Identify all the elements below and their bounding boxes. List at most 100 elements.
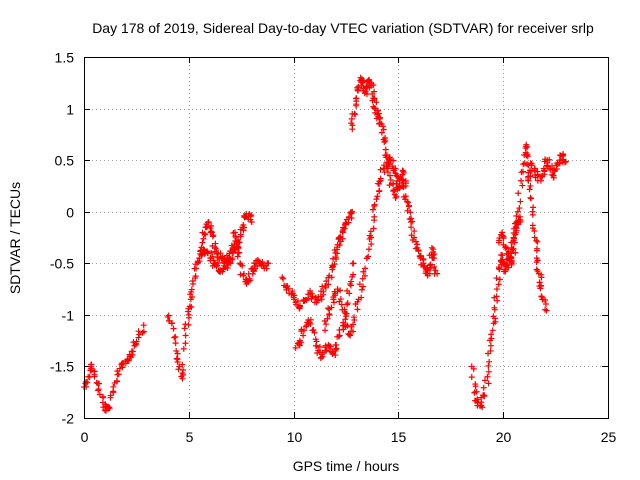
data-point [207, 254, 214, 261]
data-point [371, 105, 378, 112]
x-tick-label: 20 [496, 429, 512, 445]
data-point [348, 278, 355, 285]
data-point [415, 248, 422, 255]
data-point [550, 172, 557, 179]
data-point [185, 311, 192, 318]
data-point [314, 350, 321, 357]
data-point [387, 172, 394, 179]
data-point [323, 321, 330, 328]
data-point [110, 383, 117, 390]
data-point [512, 249, 519, 256]
data-point [347, 332, 354, 339]
data-point [490, 313, 497, 320]
data-point [370, 225, 377, 232]
data-point [368, 241, 375, 248]
data-point [531, 234, 538, 241]
data-point [504, 245, 511, 252]
data-point [513, 212, 520, 219]
data-point [201, 230, 208, 237]
data-point [377, 175, 384, 182]
data-point [417, 252, 424, 259]
data-point [240, 272, 247, 279]
data-point [334, 288, 341, 295]
data-point [402, 193, 409, 200]
data-point [402, 182, 409, 189]
data-point [485, 380, 492, 387]
data-point [397, 184, 404, 191]
y-axis-label: SDTVAR / TECUs [7, 182, 23, 294]
data-point [376, 187, 383, 194]
data-point [353, 101, 360, 108]
data-point [470, 365, 477, 372]
data-point [486, 358, 493, 365]
data-point [485, 368, 492, 375]
data-point [254, 263, 261, 270]
data-point [309, 293, 316, 300]
data-point [363, 83, 370, 90]
data-point [172, 333, 179, 340]
data-point [493, 286, 500, 293]
data-point [234, 253, 241, 260]
data-point [140, 328, 147, 335]
data-point [189, 293, 196, 300]
data-point [185, 321, 192, 328]
data-point [431, 263, 438, 270]
data-point [369, 97, 376, 104]
data-point [192, 261, 199, 268]
data-point [515, 190, 522, 197]
data-point [350, 271, 357, 278]
data-point [405, 203, 412, 210]
data-point [542, 301, 549, 308]
data-point [237, 261, 244, 268]
data-point [541, 168, 548, 175]
data-point [328, 274, 335, 281]
data-point [91, 373, 98, 380]
data-point [371, 213, 378, 220]
data-point [204, 248, 211, 255]
data-point [180, 345, 187, 352]
data-point [491, 304, 498, 311]
data-point [529, 225, 536, 232]
data-point [288, 291, 295, 298]
data-point [474, 396, 481, 403]
data-point [346, 331, 353, 338]
data-point [551, 168, 558, 175]
data-point [246, 275, 253, 282]
data-point [358, 78, 365, 85]
data-point [366, 232, 373, 239]
data-point [378, 129, 385, 136]
data-point [538, 293, 545, 300]
y-tick-label: -1.5 [50, 359, 74, 375]
data-point [208, 222, 215, 229]
data-point [204, 223, 211, 230]
data-point [333, 342, 340, 349]
data-point [328, 304, 335, 311]
data-point [386, 161, 393, 168]
data-point [323, 278, 330, 285]
data-point [374, 193, 381, 200]
data-point [235, 245, 242, 252]
data-point [516, 213, 523, 220]
data-point [430, 254, 437, 261]
data-point [95, 387, 102, 394]
y-tick-label: -1 [62, 308, 75, 324]
data-point [511, 225, 518, 232]
data-point [301, 297, 308, 304]
data-point [96, 391, 103, 398]
axes: -2 -1.5 -1 -0.5 0 0.5 1 1.5 0 5 10 15 20 25 [50, 50, 617, 446]
y-tick-label: 0 [66, 205, 74, 221]
data-point [376, 178, 383, 185]
data-point [224, 258, 231, 265]
data-point [322, 284, 329, 291]
data-point [384, 169, 391, 176]
data-point [487, 342, 494, 349]
data-point [213, 251, 220, 258]
data-point [174, 350, 181, 357]
data-point [338, 301, 345, 308]
data-point [523, 152, 530, 159]
data-point [379, 123, 386, 130]
data-point [336, 242, 343, 249]
data-point [337, 296, 344, 303]
data-point [484, 373, 491, 380]
